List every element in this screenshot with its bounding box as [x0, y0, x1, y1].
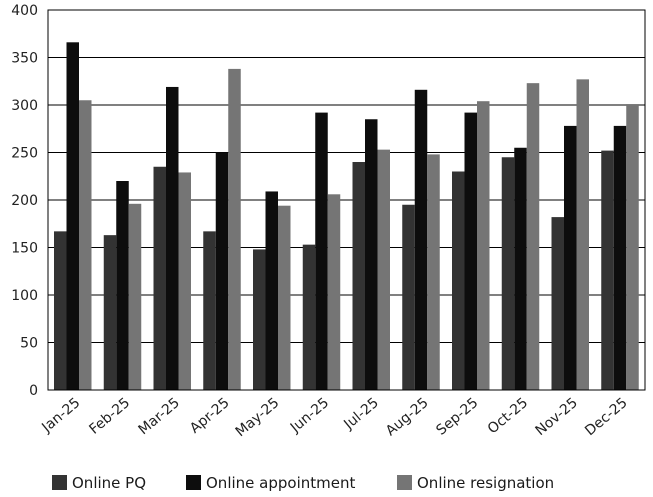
x-tick-label: Jun-25 — [287, 395, 332, 437]
bar-online-appointment — [414, 89, 428, 391]
bar-online-pq — [203, 231, 216, 390]
x-tick-label: Sep-25 — [433, 395, 481, 439]
bar-online-resignation — [526, 83, 540, 391]
x-tick-label: May-25 — [233, 395, 283, 440]
bar-online-resignation — [228, 68, 241, 391]
bar-online-resignation — [576, 79, 589, 390]
bar-online-resignation — [278, 205, 291, 390]
bar-online-pq — [601, 150, 614, 390]
bar-online-pq — [352, 162, 365, 390]
bar-online-pq — [54, 231, 67, 390]
bar-online-resignation — [79, 100, 92, 390]
x-tick-label: Feb-25 — [86, 395, 133, 438]
y-tick-label: 50 — [20, 336, 38, 352]
x-tick-label: Jul-25 — [340, 395, 382, 433]
bar-online-resignation — [377, 149, 390, 390]
x-tick-label: Apr-25 — [187, 395, 233, 437]
y-tick-label: 250 — [11, 146, 38, 162]
x-axis-ticks: Jan-25 Feb-25 Mar-25 Apr-25 May-25 Jun-25 Jul-… — [38, 395, 630, 440]
bar-online-pq — [153, 166, 166, 390]
bar-online-pq — [501, 157, 515, 390]
bar-online-appointment — [116, 181, 129, 390]
bar-online-appointment — [166, 86, 179, 390]
legend-label: Online appointment — [206, 474, 355, 492]
legend-swatch — [397, 475, 412, 490]
plot-frame — [47, 9, 646, 391]
bars — [54, 42, 639, 391]
legend-label: Online PQ — [72, 474, 146, 492]
y-axis-ticks: 0 50 100 150 200 250 300 350 400 — [11, 3, 38, 399]
legend-swatch — [52, 475, 67, 490]
bar-online-appointment — [215, 152, 229, 390]
bar-online-resignation — [128, 203, 142, 390]
x-tick-label: Dec-25 — [582, 395, 631, 439]
y-tick-label: 400 — [11, 3, 38, 19]
bar-online-resignation — [327, 194, 341, 390]
x-tick-label: Oct-25 — [485, 395, 531, 438]
bar-online-pq — [551, 217, 564, 390]
bar-online-resignation — [477, 101, 490, 390]
y-tick-label: 0 — [29, 383, 38, 399]
bar-online-appointment — [564, 125, 577, 391]
legend-swatch — [186, 475, 201, 490]
bar-online-appointment — [265, 191, 278, 390]
x-tick-label: Nov-25 — [532, 395, 580, 439]
y-tick-label: 200 — [11, 193, 38, 209]
x-tick-label: Jan-25 — [38, 395, 83, 436]
bar-online-appointment — [66, 42, 79, 391]
bar-online-appointment — [514, 147, 527, 390]
bar-online-resignation — [427, 154, 440, 390]
bar-online-appointment — [464, 112, 477, 390]
bar-online-pq — [452, 171, 465, 390]
y-tick-label: 100 — [11, 288, 38, 304]
x-tick-label: Mar-25 — [136, 395, 183, 438]
legend: Online PQ Online appointment Online resign… — [52, 474, 554, 492]
bar-online-appointment — [315, 112, 328, 390]
bar-online-appointment — [613, 125, 627, 391]
bar-online-pq — [402, 204, 415, 390]
y-tick-label: 150 — [11, 241, 38, 257]
bar-online-resignation — [626, 104, 639, 391]
y-tick-label: 350 — [11, 51, 38, 67]
y-tick-label: 300 — [11, 98, 38, 114]
legend-label: Online resignation — [417, 474, 554, 492]
bar-online-pq — [103, 235, 117, 390]
bar-online-pq — [253, 249, 266, 390]
bar-online-pq — [302, 244, 316, 390]
bar-online-appointment — [365, 119, 378, 390]
bar-online-resignation — [178, 172, 191, 390]
x-tick-label: Aug-25 — [383, 395, 432, 440]
